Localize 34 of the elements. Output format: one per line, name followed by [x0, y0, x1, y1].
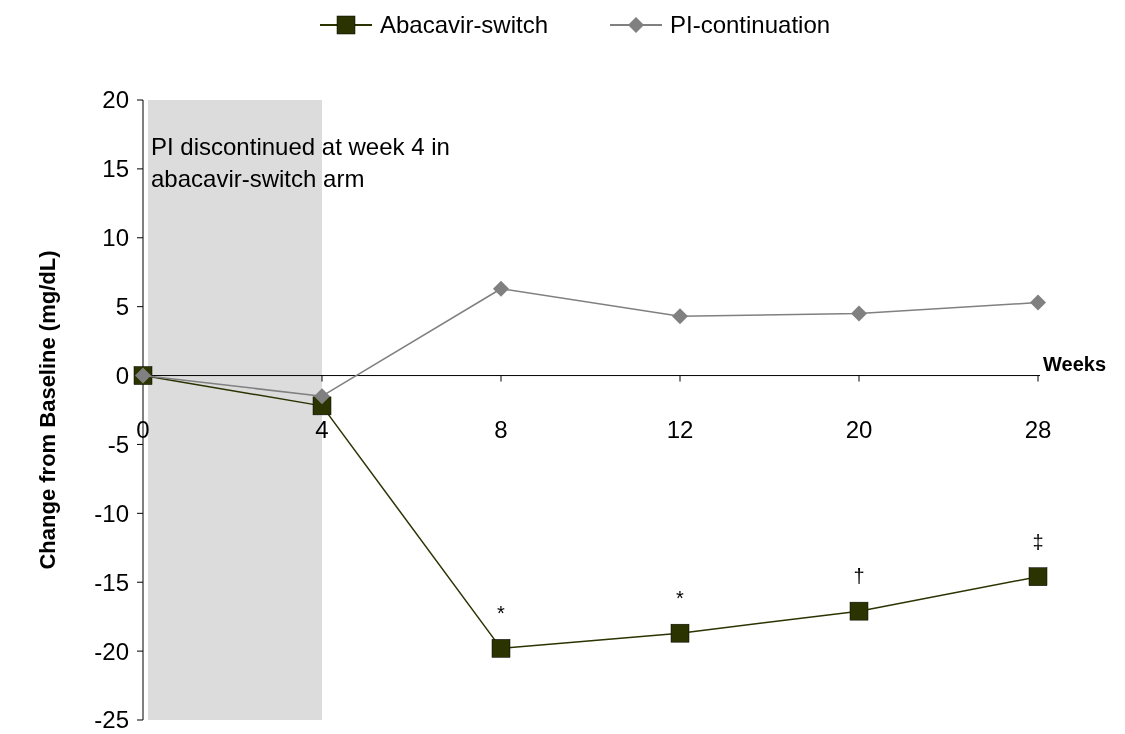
x-tick-label: 8	[494, 415, 508, 443]
point	[491, 639, 511, 658]
annotation: *	[497, 602, 506, 625]
y-tick-label: 5	[115, 293, 129, 321]
y-tick-label: -5	[107, 430, 129, 458]
y-tick-label: 0	[115, 361, 129, 389]
y-tick-label: -10	[94, 499, 129, 527]
x-tick-label: 12	[666, 415, 694, 443]
y-tick-label: 10	[102, 224, 129, 252]
point	[670, 623, 690, 643]
y-tick-label: -15	[94, 568, 129, 596]
x-axis-title: Weeks	[1043, 352, 1107, 375]
annotation: ‡	[1032, 530, 1044, 553]
legend-label: Abacavir-switch	[380, 11, 549, 39]
point	[672, 308, 688, 325]
annotation: *	[676, 587, 685, 610]
legend-label: PI-continuation	[670, 11, 831, 39]
annotation: †	[853, 565, 865, 588]
point	[493, 280, 509, 297]
x-tick-label: 28	[1024, 415, 1052, 443]
y-tick-label: -20	[94, 637, 129, 665]
x-tick-label: 20	[845, 415, 873, 443]
y-tick-label: -25	[94, 706, 129, 734]
point	[314, 388, 330, 405]
x-tick-label: 0	[136, 415, 150, 443]
point	[851, 305, 867, 322]
point	[849, 601, 869, 621]
y-tick-label: 20	[102, 86, 129, 114]
band-label: PI discontinued at week 4 in abacavir-switch arm	[151, 133, 450, 192]
point	[1028, 567, 1048, 586]
point	[1030, 294, 1046, 311]
y-tick-label: 15	[102, 155, 129, 183]
x-tick-label: 4	[315, 415, 329, 443]
y-axis-title: Change from Baseline (mg/dL)	[35, 250, 60, 570]
